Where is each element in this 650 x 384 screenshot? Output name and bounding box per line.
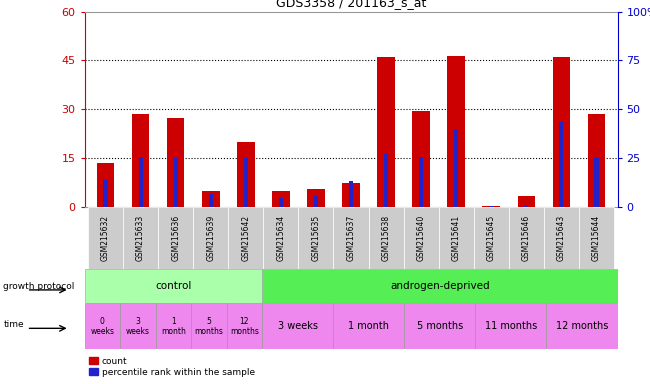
Bar — [262, 303, 333, 349]
Bar — [447, 56, 465, 207]
Bar — [482, 206, 500, 207]
Text: GSM215644: GSM215644 — [592, 215, 601, 261]
Bar — [263, 207, 298, 269]
Text: GSM215643: GSM215643 — [557, 215, 566, 261]
Text: time: time — [3, 320, 24, 329]
Text: 12 months: 12 months — [556, 321, 608, 331]
Text: GSM215638: GSM215638 — [382, 215, 391, 261]
Bar — [314, 196, 318, 207]
Bar — [454, 129, 458, 207]
Bar — [369, 207, 404, 269]
Text: GSM215637: GSM215637 — [346, 215, 356, 261]
Text: GSM215641: GSM215641 — [452, 215, 461, 261]
Text: 0
weeks: 0 weeks — [90, 317, 114, 336]
Bar — [84, 303, 120, 349]
Bar — [544, 207, 579, 269]
Text: GSM215632: GSM215632 — [101, 215, 110, 261]
Text: GSM215634: GSM215634 — [276, 215, 285, 261]
Bar — [272, 191, 290, 207]
Bar — [594, 158, 599, 207]
Bar — [262, 269, 618, 303]
Bar — [489, 206, 493, 207]
Bar — [307, 189, 325, 207]
Bar — [547, 303, 618, 349]
Text: androgen-deprived: androgen-deprived — [390, 281, 489, 291]
Text: 12
months: 12 months — [230, 317, 259, 336]
Bar — [517, 196, 535, 207]
Bar — [167, 118, 185, 207]
Text: GSM215635: GSM215635 — [311, 215, 320, 261]
Bar — [475, 303, 547, 349]
Bar — [588, 114, 605, 207]
Text: GSM215645: GSM215645 — [487, 215, 496, 261]
Text: 1
month: 1 month — [161, 317, 186, 336]
Bar — [191, 303, 227, 349]
Text: GSM215640: GSM215640 — [417, 215, 426, 261]
Bar — [103, 180, 108, 207]
Bar — [439, 207, 474, 269]
Bar — [377, 57, 395, 207]
Bar — [193, 207, 228, 269]
Bar — [158, 207, 193, 269]
Bar — [244, 158, 248, 207]
Bar — [97, 163, 114, 207]
Text: GSM215642: GSM215642 — [241, 215, 250, 261]
Bar — [509, 207, 544, 269]
Text: 5 months: 5 months — [417, 321, 463, 331]
Text: 1 month: 1 month — [348, 321, 389, 331]
Bar — [123, 207, 158, 269]
Text: 5
months: 5 months — [194, 317, 224, 336]
Bar — [237, 142, 255, 207]
Bar — [120, 303, 155, 349]
Text: 3 weeks: 3 weeks — [278, 321, 318, 331]
Bar — [174, 158, 178, 207]
Text: control: control — [155, 281, 192, 291]
Bar — [384, 154, 388, 207]
Bar — [579, 207, 614, 269]
Bar — [343, 183, 359, 207]
Bar — [419, 157, 423, 207]
Bar — [412, 111, 430, 207]
Bar — [228, 207, 263, 269]
Text: GSM215639: GSM215639 — [206, 215, 215, 261]
Bar — [227, 303, 262, 349]
Text: growth protocol: growth protocol — [3, 281, 75, 291]
Bar — [202, 191, 220, 207]
Bar — [404, 207, 439, 269]
Text: GSM215633: GSM215633 — [136, 215, 145, 261]
Bar — [333, 207, 369, 269]
Text: GSM215636: GSM215636 — [171, 215, 180, 261]
Legend: count, percentile rank within the sample: count, percentile rank within the sample — [89, 357, 255, 377]
Bar — [88, 207, 123, 269]
Bar — [404, 303, 475, 349]
Bar — [559, 122, 564, 207]
Bar — [298, 207, 333, 269]
Bar — [84, 269, 262, 303]
Bar — [209, 194, 213, 207]
Bar — [333, 303, 404, 349]
Bar — [474, 207, 509, 269]
Bar — [138, 157, 143, 207]
Bar — [552, 57, 570, 207]
Bar — [349, 181, 353, 207]
Bar — [155, 303, 191, 349]
Text: 11 months: 11 months — [485, 321, 537, 331]
Bar — [132, 114, 150, 207]
Title: GDS3358 / 201163_s_at: GDS3358 / 201163_s_at — [276, 0, 426, 9]
Text: GSM215646: GSM215646 — [522, 215, 531, 261]
Text: 3
weeks: 3 weeks — [126, 317, 150, 336]
Bar — [524, 206, 528, 207]
Bar — [279, 197, 283, 207]
